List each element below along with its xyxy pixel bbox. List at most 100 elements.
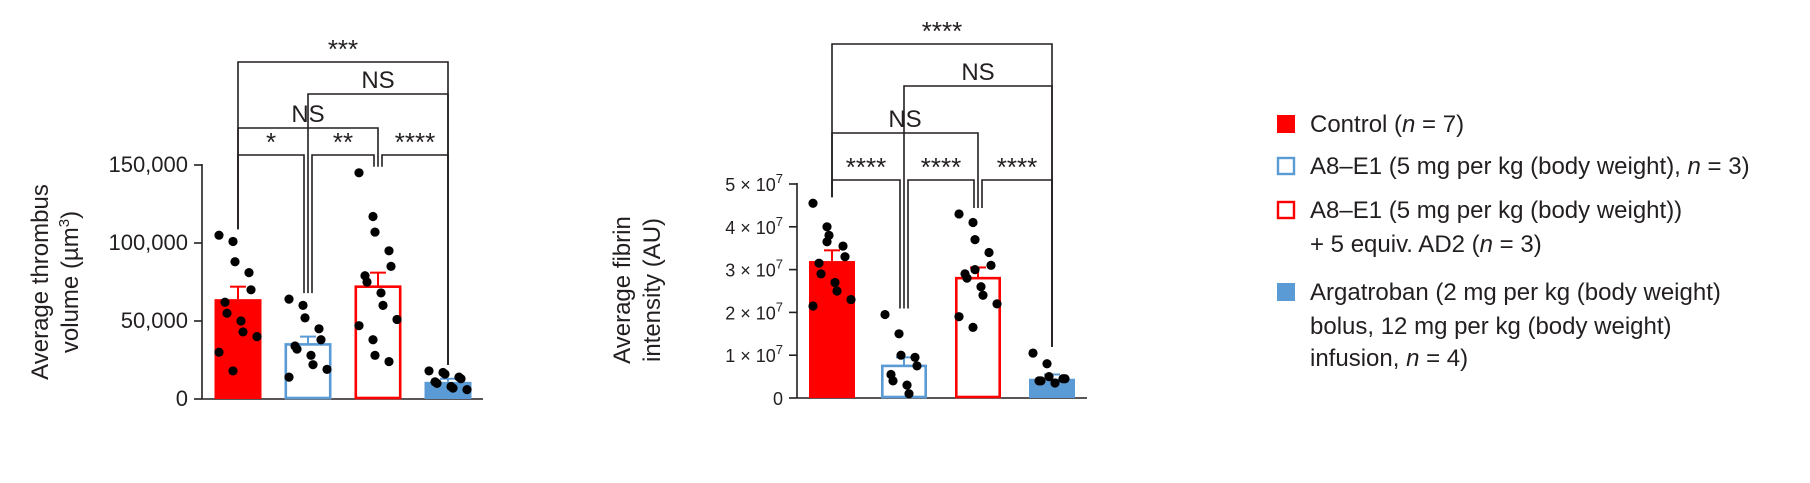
- y-tick-label-text: 5 × 10: [725, 175, 776, 195]
- data-point: [910, 352, 920, 362]
- data-point: [1028, 348, 1038, 358]
- y-axis-label-line1: Average fibrin: [609, 216, 636, 364]
- legend-label-a8e1: A8–E1 (5 mg per kg (body weight), n = 3): [1310, 153, 1750, 180]
- data-point: [838, 241, 848, 251]
- data-point: [386, 261, 396, 271]
- data-point: [220, 297, 230, 307]
- legend-label-control: Control (n = 7): [1310, 111, 1464, 138]
- y-tick-label-text: 0: [176, 386, 188, 411]
- data-point: [962, 273, 972, 283]
- legend-swatch-argatroban: [1277, 283, 1295, 301]
- data-point: [368, 211, 378, 222]
- data-point: [1042, 359, 1052, 369]
- significance-bracket: [237, 154, 305, 294]
- data-point: [228, 366, 238, 376]
- y-tick-label-exponent: 7: [776, 342, 783, 357]
- data-point: [894, 329, 904, 339]
- data-point: [368, 335, 378, 345]
- legend-item-a8e1-ad2: A8–E1 (5 mg per kg (body weight)) + 5 eq…: [1276, 197, 1682, 258]
- data-point: [244, 268, 254, 278]
- data-point: [992, 299, 1002, 309]
- data-point: [462, 385, 472, 395]
- significance-label: ****: [921, 152, 961, 182]
- significance-bracket: [831, 179, 901, 309]
- legend-label-argatroban-line2: bolus, 12 mg per kg (body weight): [1310, 313, 1672, 340]
- y-tick-label-exponent: 7: [776, 214, 783, 229]
- legend-label-a8e1-ad2-line2: + 5 equiv. AD2 (n = 3): [1310, 231, 1542, 258]
- data-point: [354, 321, 364, 331]
- data-point: [222, 308, 232, 318]
- legend-label-argatroban-line1: Argatroban (2 mg per kg (body weight): [1310, 279, 1721, 306]
- y-tick-label-text: 50,000: [121, 308, 188, 333]
- legend: Control (n = 7) A8–E1 (5 mg per kg (body…: [1276, 111, 1750, 372]
- data-point: [322, 364, 332, 374]
- legend-swatch-a8e1: [1276, 156, 1296, 176]
- y-tick-label-text: 1 × 10: [725, 346, 776, 366]
- data-point: [228, 236, 238, 247]
- y-tick-label: 0: [176, 386, 188, 411]
- legend-label-argatroban-line3: infusion, n = 4): [1310, 345, 1468, 372]
- significance-label: ***: [328, 34, 358, 64]
- significance-bracket: [381, 154, 449, 365]
- data-point: [300, 313, 310, 323]
- data-point: [816, 269, 826, 279]
- significance-label: **: [333, 127, 353, 157]
- data-point: [968, 322, 978, 332]
- significance-label: ****: [997, 152, 1037, 182]
- bar: [354, 285, 402, 400]
- y-tick-label: 2 × 107: [725, 299, 783, 323]
- data-point: [888, 376, 898, 386]
- y-axis-label-line1: Average thrombus: [27, 184, 54, 380]
- data-point: [912, 361, 922, 371]
- y-tick-label-exponent: 7: [776, 257, 783, 272]
- bar: [954, 276, 1001, 399]
- data-point: [292, 344, 302, 354]
- y-tick-label: 150,000: [108, 152, 188, 177]
- significance-label: NS: [961, 59, 994, 86]
- data-point: [384, 356, 394, 367]
- significance-bracket: [831, 132, 979, 208]
- y-tick-label-text: 100,000: [108, 230, 188, 255]
- data-point: [822, 237, 832, 247]
- y-tick-label: 3 × 107: [725, 257, 783, 281]
- data-point: [808, 301, 818, 311]
- legend-item-control: Control (n = 7): [1277, 111, 1464, 138]
- significance-label: NS: [888, 106, 921, 133]
- y-axis-label-superscript: 3: [56, 219, 73, 227]
- legend-item-argatroban: Argatroban (2 mg per kg (body weight) bo…: [1277, 279, 1721, 372]
- significance-bracket: [237, 61, 449, 365]
- data-point: [984, 247, 994, 258]
- data-point: [238, 327, 248, 337]
- data-point: [830, 277, 840, 288]
- data-point: [432, 378, 442, 388]
- data-point: [316, 335, 326, 345]
- y-tick-label-text: 0: [773, 389, 783, 409]
- data-point: [236, 316, 246, 326]
- data-point: [822, 222, 832, 232]
- data-point: [252, 332, 262, 342]
- y-tick-label: 1 × 107: [725, 342, 783, 366]
- y-tick-label: 50,000: [121, 308, 188, 333]
- significance-bracket: [311, 154, 375, 294]
- data-point: [970, 235, 980, 245]
- data-point: [392, 314, 402, 325]
- data-point: [424, 366, 434, 376]
- data-point: [1060, 374, 1070, 384]
- data-point: [384, 246, 394, 256]
- y-tick-label-text: 150,000: [108, 152, 188, 177]
- data-point: [448, 383, 458, 393]
- significance-label: *: [266, 127, 276, 157]
- legend-swatch-control: [1277, 115, 1295, 133]
- thrombus-volume-chart: 0 50,000 100,000 150,000 Average thrombus vol…: [27, 34, 483, 411]
- y-tick-label-text: 2 × 10: [725, 303, 776, 323]
- data-point: [378, 300, 388, 310]
- data-point: [376, 288, 386, 298]
- data-point: [370, 227, 380, 237]
- legend-label-a8e1-ad2-line1: A8–E1 (5 mg per kg (body weight)): [1310, 197, 1682, 224]
- y-tick-label-text: 4 × 10: [725, 218, 776, 238]
- y-tick-label: 0: [773, 389, 783, 409]
- data-point: [1044, 372, 1054, 382]
- data-point: [362, 277, 372, 287]
